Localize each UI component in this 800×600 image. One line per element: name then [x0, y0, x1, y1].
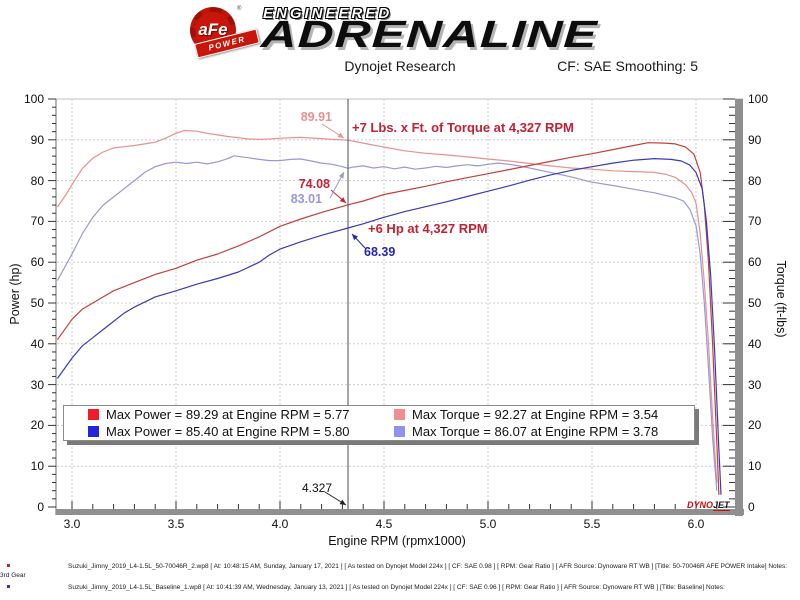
- arrow-torque-new: [321, 123, 345, 139]
- dynojet-logo-dyno: DYNO: [687, 500, 714, 510]
- right-y-tick-label: 10: [748, 459, 762, 474]
- afe-badge-text: aFe: [198, 20, 228, 39]
- footnote-bullet-1: [7, 564, 10, 567]
- x-tick-label: 5.5: [583, 517, 601, 531]
- legend-label-torque-base: Max Torque = 86.07 at Engine RPM = 3.78: [412, 424, 659, 439]
- legend-item-power-base: Max Power = 85.40 at Engine RPM = 5.80: [88, 424, 394, 439]
- arrow-torque-base: [329, 171, 345, 199]
- left-y-tick-label: 20: [30, 418, 44, 433]
- x-tick-label: 3.0: [63, 517, 81, 531]
- legend-item-torque-base: Max Torque = 86.07 at Engine RPM = 3.78: [394, 424, 694, 439]
- footnote-bullet-2: [7, 585, 10, 588]
- registered-trademark: ®: [237, 6, 242, 12]
- right-y-tick-label: 100: [748, 92, 769, 106]
- left-y-tick-label: 70: [30, 214, 44, 229]
- legend-label-power-base: Max Power = 85.40 at Engine RPM = 5.80: [106, 424, 350, 439]
- torque-base-value-annotation: 83.01: [290, 192, 322, 206]
- right-y-tick-label: 60: [748, 255, 762, 270]
- left-y-tick-label: 90: [30, 132, 44, 147]
- left-y-tick-label: 0: [37, 500, 44, 514]
- curve-torque_new: [56, 129, 718, 483]
- power-new-value-annotation: 74.08: [298, 177, 330, 191]
- legend-item-torque-new: Max Torque = 92.27 at Engine RPM = 3.54: [394, 407, 694, 422]
- legend-box: Max Power = 89.29 at Engine RPM = 5.77 M…: [63, 405, 695, 441]
- left-y-tick-label: 40: [30, 336, 44, 351]
- arrow-power-base: [351, 233, 367, 250]
- brand-tagline: ENGINEERED: [263, 5, 393, 22]
- legend-swatch-torque-base: [394, 426, 405, 437]
- smoothing-setting: CF: SAE Smoothing: 5: [557, 58, 698, 74]
- x-tick-label: 6.0: [687, 517, 705, 531]
- left-y-tick-label: 100: [23, 92, 44, 106]
- legend-swatch-power-new: [88, 409, 99, 420]
- right-y-tick-label: 70: [748, 214, 762, 229]
- legend-swatch-torque-new: [394, 409, 405, 420]
- brand-name: ADRENALINE: [260, 14, 599, 56]
- right-y-tick-label: 40: [748, 336, 762, 351]
- curve-torque_base: [56, 155, 718, 491]
- right-y-tick-label: 90: [748, 132, 762, 147]
- torque-gain-annotation: +7 Lbs. x Ft. of Torque at 4,327 RPM: [352, 120, 574, 135]
- right-y-tick-label: 0: [748, 500, 755, 514]
- torque-gain-value-annotation: 89.91: [300, 110, 332, 124]
- x-axis-title: Engine RPM (rpmx1000): [328, 534, 466, 548]
- power-gain-annotation: +6 Hp at 4,327 RPM: [368, 221, 488, 236]
- right-y-tick-label: 80: [748, 173, 762, 188]
- left-y-tick-label: 50: [30, 296, 44, 310]
- x-tick-label: 3.5: [167, 517, 185, 531]
- bottom-axis-bar: [56, 509, 744, 515]
- left-y-tick-label: 80: [30, 173, 44, 188]
- x-tick-label: 5.0: [479, 517, 497, 531]
- legend-label-power-new: Max Power = 89.29 at Engine RPM = 5.77: [106, 407, 350, 422]
- right-axis-bar: [735, 99, 743, 516]
- power-base-value-annotation: 68.39: [364, 245, 396, 259]
- footnote-run-2: Suzuki_Jimny_2019_L4-1.5L_Baseline_1.wp8…: [68, 584, 725, 591]
- right-y-tick-label: 50: [748, 296, 762, 310]
- marker-rpm-label: 4.327: [301, 481, 332, 495]
- arrow-marker-rpm: [324, 491, 347, 506]
- left-y-tick-label: 10: [30, 459, 44, 474]
- dynojet-logo: DYNOJET: [687, 500, 730, 511]
- left-y-tick-label: 30: [30, 377, 44, 392]
- right-y-tick-label: 20: [748, 418, 762, 433]
- right-y-tick-label: 30: [748, 377, 762, 392]
- chart-title: Dynojet Research: [344, 58, 456, 74]
- curve-power_base: [56, 158, 722, 495]
- legend-item-power-new: Max Power = 89.29 at Engine RPM = 5.77: [88, 407, 394, 422]
- dynojet-logo-jet: JET: [713, 500, 730, 511]
- left-y-tick-label: 60: [30, 255, 44, 270]
- legend-label-torque-new: Max Torque = 92.27 at Engine RPM = 3.54: [412, 407, 659, 422]
- legend-swatch-power-base: [88, 426, 99, 437]
- x-tick-label: 4.5: [375, 517, 393, 531]
- footnote-run-1: Suzuki_Jimny_2019_L4-1.5L_50-70046R_2.wp…: [0, 563, 788, 579]
- curve-power_new: [56, 142, 720, 495]
- x-tick-label: 4.0: [271, 517, 289, 531]
